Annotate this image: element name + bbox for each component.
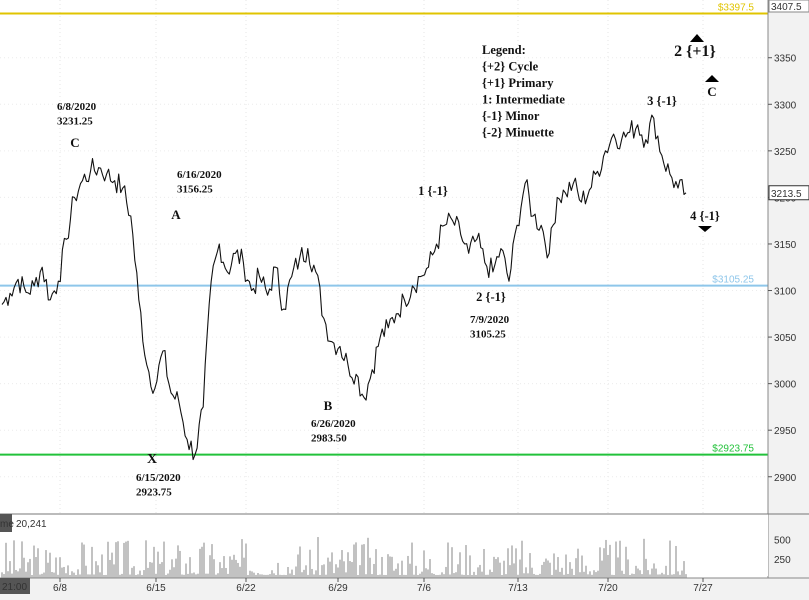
x-tick-label-5: 7/13 — [508, 583, 528, 594]
triangle-up-top — [690, 34, 704, 42]
price-line — [1, 114, 687, 461]
annotation-11-line-0: 7/9/2020 — [470, 314, 510, 326]
annotation-8: 6/26/2020 2983.50 — [311, 418, 356, 445]
annotation-7: B — [324, 398, 333, 413]
grid — [0, 0, 768, 514]
annotation-5: X — [147, 452, 157, 467]
y-tick-label-1: 2950 — [774, 426, 797, 437]
annotation-14: 2 {+1} — [674, 43, 716, 60]
annotation-11-line-1: 3105.25 — [470, 329, 506, 341]
annotation-10-line-0: 2 {-1} — [476, 290, 506, 304]
annotation-0-line-0: Legend: — [482, 43, 526, 57]
volume-label: me — [0, 519, 14, 530]
volume-tick-label-0: 500 — [774, 536, 791, 547]
annotation-3-line-1: 3156.25 — [177, 184, 213, 196]
annotation-0-line-5: {-2} Minuette — [482, 126, 554, 140]
x-tick-label-7: 7/27 — [693, 583, 713, 594]
annotation-14-line-0: 2 {+1} — [674, 43, 716, 60]
annotation-15: C — [707, 84, 716, 99]
annotation-12-line-0: 3 {-1} — [647, 94, 677, 108]
annotation-8-line-1: 2983.50 — [311, 433, 347, 445]
x-corner-box — [0, 578, 30, 594]
annotation-7-line-0: B — [324, 398, 333, 413]
y-tick-label-2: 3000 — [774, 380, 797, 391]
annotation-12: 3 {-1} — [647, 94, 677, 108]
level-label-2: $2923.75 — [712, 444, 754, 455]
x-tick-label-3: 6/29 — [328, 583, 348, 594]
x-tick-label-0: 6/8 — [53, 583, 67, 594]
y-tick-label-3: 3050 — [774, 333, 797, 344]
volume-tick-label-1: 250 — [774, 555, 791, 566]
annotation-2: C — [70, 135, 79, 150]
triangle-down-4 — [698, 226, 712, 232]
y-tick-label-9: 3350 — [774, 54, 797, 65]
annotation-1-line-0: 6/8/2020 — [57, 101, 97, 113]
annotation-13: 4 {-1} — [690, 209, 720, 223]
y-tick-label-0: 2900 — [774, 473, 797, 484]
annotation-13-line-0: 4 {-1} — [690, 209, 720, 223]
price-levels: $3397.5 $3105.25 $2923.75 — [0, 3, 768, 456]
annotation-1-line-1: 3231.25 — [57, 116, 93, 128]
x-tick-label-6: 7/20 — [598, 583, 618, 594]
last-price-tag-label: 3213.5 — [771, 189, 802, 200]
y-axis: 2900295030003050310031503200325033003350… — [767, 0, 809, 600]
y-tick-label-8: 3300 — [774, 100, 797, 111]
x-axis: 21:00 6/8 6/15 6/22 6/29 7/6 7/13 7/20 7/27 — [0, 577, 809, 600]
annotation-6-line-1: 2923.75 — [136, 487, 172, 499]
triangle-markers — [690, 34, 719, 232]
volume-value: 20,241 — [16, 519, 47, 530]
y-axis-panel — [768, 0, 809, 600]
annotation-4: A — [171, 207, 181, 222]
x-corner-label: 21:00 — [2, 582, 27, 593]
annotation-8-line-0: 6/26/2020 — [311, 418, 356, 430]
annotation-1: 6/8/2020 3231.25 — [57, 101, 97, 128]
volume-background — [0, 514, 768, 576]
y-tick-label-5: 3150 — [774, 240, 797, 251]
annotation-0-line-4: {-1} Minor — [482, 109, 540, 123]
annotation-2-line-0: C — [70, 135, 79, 150]
wave-annotations: Legend: {+2} Cycle {+1} Primary 1: Intermed… — [57, 43, 720, 499]
y-tick-label-4: 3100 — [774, 287, 797, 298]
volume-pane: me 20,241 — [0, 513, 809, 578]
annotation-0-line-3: 1: Intermediate — [482, 93, 565, 107]
triangle-up-c — [705, 75, 719, 82]
annotation-6-line-0: 6/15/2020 — [136, 472, 181, 484]
annotation-5-line-0: X — [147, 452, 157, 467]
last-price-tag — [768, 185, 809, 201]
x-tick-label-2: 6/22 — [236, 583, 256, 594]
level-label-0: $3397.5 — [718, 3, 755, 14]
annotation-6: 6/15/2020 2923.75 — [136, 472, 181, 499]
x-tick-label-4: 7/6 — [417, 583, 431, 594]
annotation-0-line-1: {+2} Cycle — [482, 60, 539, 74]
annotation-9: 1 {-1} — [418, 184, 448, 198]
x-axis-panel — [0, 578, 809, 600]
annotation-9-line-0: 1 {-1} — [418, 184, 448, 198]
top-price-tag — [768, 0, 809, 13]
price-series — [1, 114, 687, 461]
annotation-3-line-0: 6/16/2020 — [177, 169, 222, 181]
annotation-0: Legend: {+2} Cycle {+1} Primary 1: Intermed… — [482, 43, 565, 140]
annotation-10: 2 {-1} — [476, 290, 506, 304]
annotation-0-line-2: {+1} Primary — [482, 76, 554, 90]
top-price-tag-label: 3407.5 — [771, 2, 802, 13]
annotation-4-line-0: A — [171, 207, 181, 222]
volume-label-box — [0, 514, 12, 532]
level-label-1: $3105.25 — [712, 275, 754, 286]
annotation-15-line-0: C — [707, 84, 716, 99]
annotation-3: 6/16/2020 3156.25 — [177, 169, 222, 196]
x-tick-label-1: 6/15 — [146, 583, 166, 594]
y-tick-label-7: 3250 — [774, 147, 797, 158]
annotation-11: 7/9/2020 3105.25 — [470, 314, 510, 341]
